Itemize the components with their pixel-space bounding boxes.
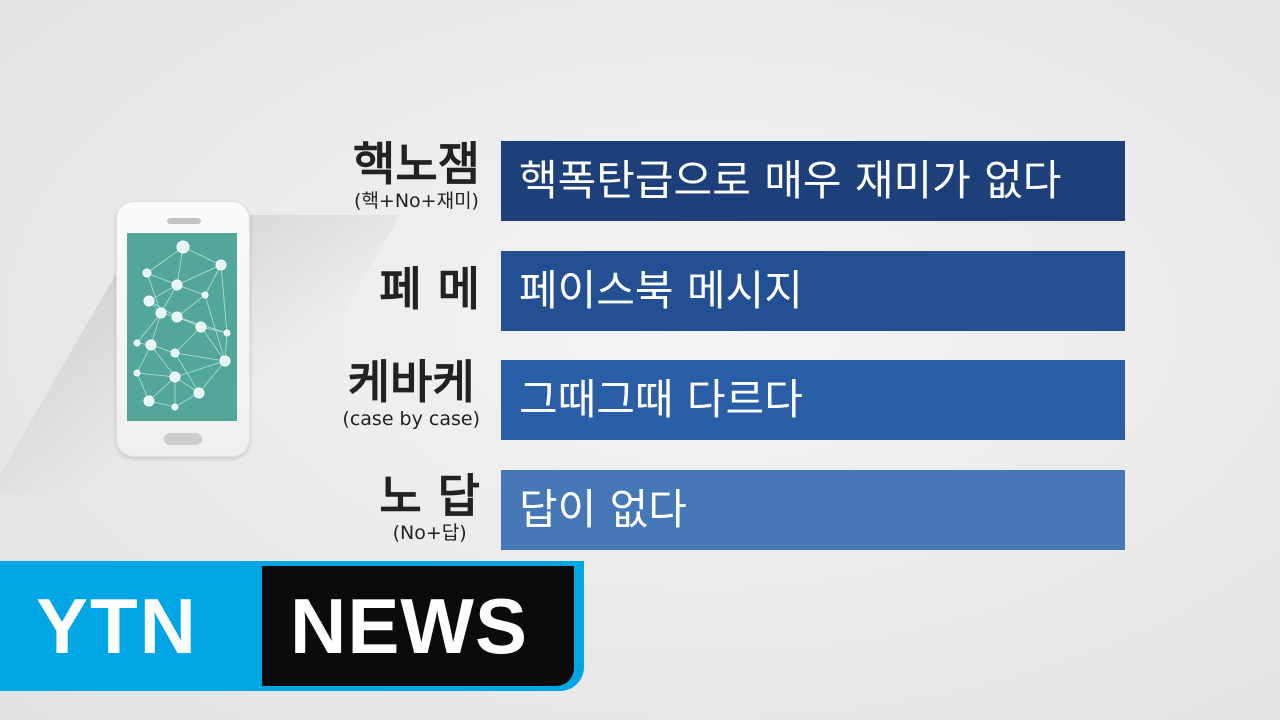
term-label-1: 핵노잼 (핵+No+재미) xyxy=(353,138,480,212)
meaning-bar-1: 핵폭탄급으로 매우 재미가 없다 xyxy=(501,141,1125,221)
term-label-4: 노 답 (No+답) xyxy=(379,470,480,544)
term-3: 케바케 xyxy=(347,355,475,409)
news-logo-text: NEWS xyxy=(290,582,528,670)
meaning-bar-2: 페이스북 메시지 xyxy=(501,251,1125,331)
news-logo-box xyxy=(262,566,574,686)
term-note-4: (No+답) xyxy=(392,522,467,544)
term-label-3: 케바케 (case by case) xyxy=(342,356,480,430)
term-2: 페 메 xyxy=(379,262,480,316)
term-label-2: 페 메 xyxy=(379,263,480,315)
ytn-logo-text: YTN xyxy=(36,582,198,670)
term-1: 핵노잼 xyxy=(353,137,480,191)
term-note-1: (핵+No+재미) xyxy=(354,190,479,212)
phone-home-button xyxy=(164,433,202,445)
term-4: 노 답 xyxy=(379,469,480,523)
meaning-bar-4: 답이 없다 xyxy=(501,470,1125,550)
term-note-3: (case by case) xyxy=(342,408,480,430)
social-network-icon xyxy=(127,233,237,421)
phone-speaker xyxy=(167,218,201,224)
smartphone-icon xyxy=(116,201,250,457)
meaning-bar-3: 그때그때 다르다 xyxy=(501,360,1125,440)
